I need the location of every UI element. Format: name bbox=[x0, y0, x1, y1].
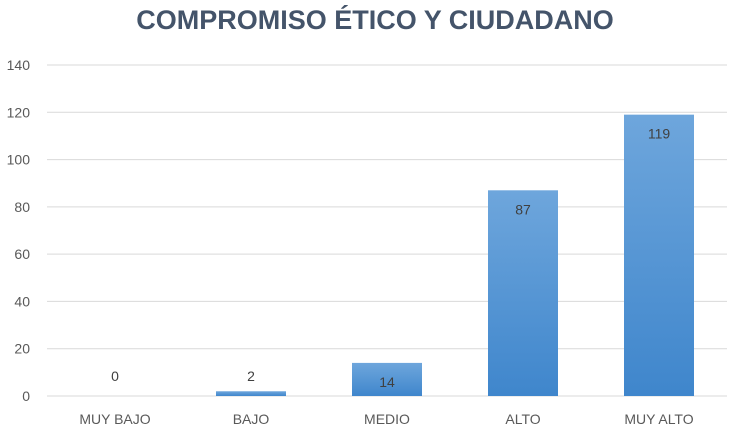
chart-title: COMPROMISO ÉTICO Y CIUDADANO bbox=[136, 4, 614, 35]
y-tick-label: 20 bbox=[14, 341, 30, 357]
x-category-label: MEDIO bbox=[364, 411, 410, 427]
y-tick-label: 0 bbox=[22, 388, 30, 404]
x-category-label: MUY ALTO bbox=[624, 411, 693, 427]
y-tick-label: 120 bbox=[7, 104, 31, 120]
data-label: 119 bbox=[648, 126, 671, 142]
y-tick-label: 100 bbox=[7, 152, 31, 168]
bar bbox=[624, 114, 694, 397]
bar bbox=[216, 391, 286, 396]
x-category-label: BAJO bbox=[233, 411, 270, 427]
y-tick-label: 40 bbox=[14, 293, 30, 309]
y-tick-label: 140 bbox=[7, 57, 31, 73]
y-tick-label: 80 bbox=[14, 199, 30, 215]
x-category-label: MUY BAJO bbox=[79, 411, 150, 427]
y-tick-label: 60 bbox=[14, 246, 30, 262]
data-label: 0 bbox=[111, 368, 119, 384]
bar bbox=[352, 362, 422, 396]
data-label: 87 bbox=[515, 201, 531, 217]
data-label: 14 bbox=[379, 374, 395, 390]
bar bbox=[488, 190, 558, 396]
x-category-label: ALTO bbox=[505, 411, 540, 427]
data-label: 2 bbox=[247, 368, 255, 384]
